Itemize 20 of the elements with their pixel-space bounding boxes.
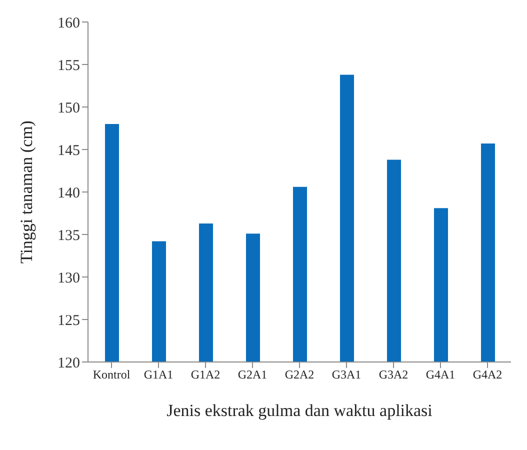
y-tick-label: 150	[58, 100, 80, 116]
x-tick-label: G3A1	[332, 368, 362, 382]
y-tick-label: 155	[58, 58, 80, 74]
x-tick-label: G1A1	[144, 368, 174, 382]
y-tick-label: 145	[58, 142, 80, 159]
y-tick-label: 130	[58, 270, 80, 286]
y-tick-label: 125	[58, 312, 80, 329]
x-tick-label: G3A2	[378, 368, 408, 382]
y-tick-label: 140	[58, 185, 80, 202]
x-tick-label: G2A1	[238, 368, 268, 382]
y-axis-title: Tinggi tanaman (cm)	[17, 120, 36, 264]
x-tick-label: G1A2	[190, 368, 220, 382]
y-tick-label: 160	[58, 15, 80, 32]
x-axis-title: Jenis ekstrak gulma dan waktu aplikasi	[166, 401, 433, 420]
y-tick-label: 135	[58, 228, 80, 244]
x-tick-label: Kontrol	[92, 368, 131, 382]
x-tick-label: G2A2	[284, 368, 314, 382]
x-tick-label: G4A2	[472, 368, 502, 382]
x-tick-label: G4A1	[426, 368, 456, 382]
y-tick-label: 120	[58, 355, 80, 372]
